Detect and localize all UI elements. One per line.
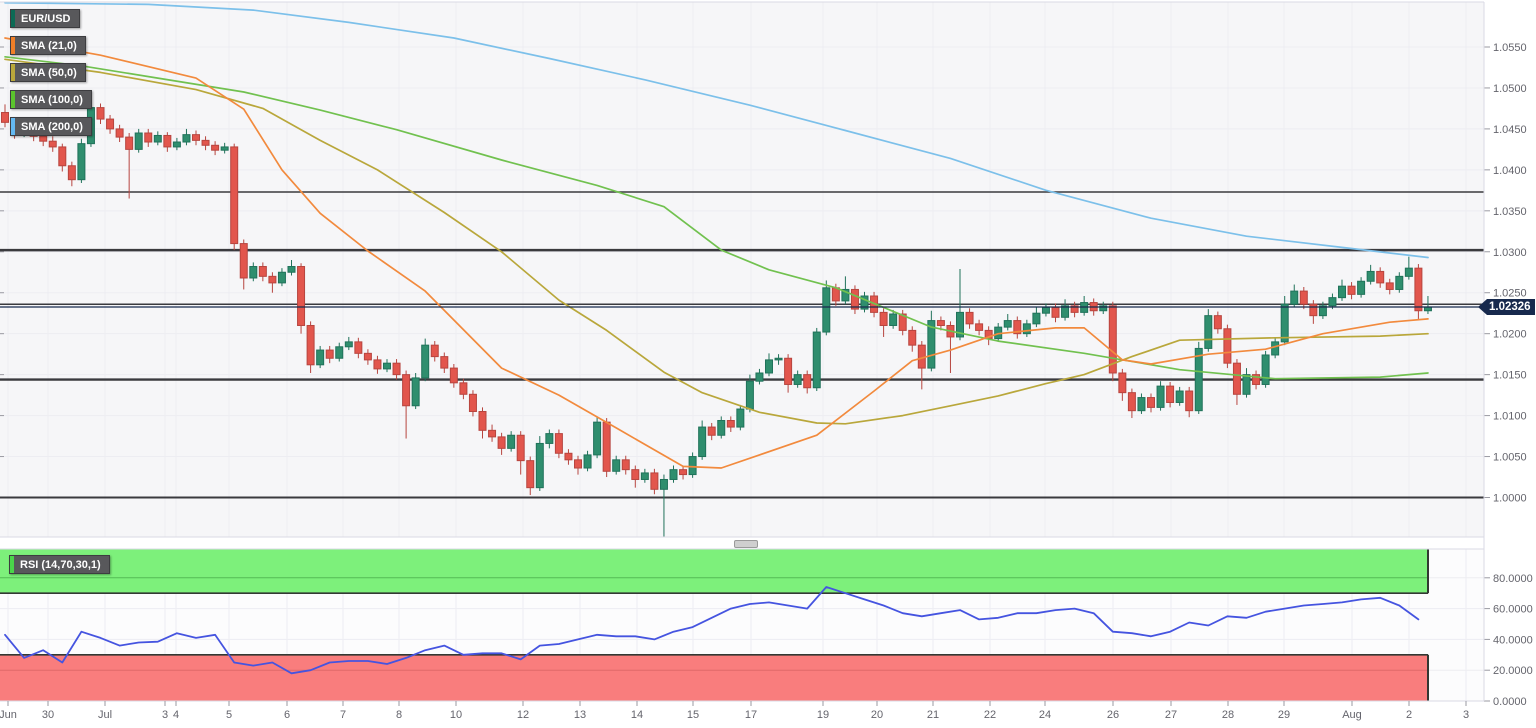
- svg-text:1.0000: 1.0000: [1493, 493, 1527, 505]
- svg-text:8: 8: [396, 709, 402, 721]
- sma-accent-bar: [11, 37, 15, 54]
- svg-text:24: 24: [1039, 709, 1051, 721]
- rsi-legend: RSI (14,70,30,1): [9, 555, 110, 578]
- svg-text:10: 10: [450, 709, 462, 721]
- svg-text:6: 6: [284, 709, 290, 721]
- price-badge-arrow-icon: [1478, 299, 1487, 315]
- svg-text:80.0000: 80.0000: [1493, 573, 1533, 585]
- sma-chip-2[interactable]: SMA (50,0): [10, 63, 86, 82]
- svg-text:15: 15: [687, 709, 699, 721]
- svg-text:4: 4: [173, 709, 179, 721]
- current-price-badge: 1.02326: [1478, 299, 1535, 315]
- svg-text:29: 29: [1278, 709, 1290, 721]
- sma-accent-bar: [11, 64, 15, 81]
- svg-text:1.0500: 1.0500: [1493, 83, 1527, 95]
- sma-chip-label: SMA (21,0): [21, 39, 77, 52]
- svg-text:30: 30: [42, 709, 54, 721]
- sma-chip-1[interactable]: SMA (21,0): [10, 36, 86, 55]
- svg-text:1.0400: 1.0400: [1493, 165, 1527, 177]
- sma-chip-3[interactable]: SMA (100,0): [10, 90, 92, 109]
- symbol-accent-bar: [11, 10, 15, 27]
- svg-text:1.0300: 1.0300: [1493, 247, 1527, 259]
- svg-text:22: 22: [984, 709, 996, 721]
- symbol-label: EUR/USD: [21, 12, 71, 25]
- svg-text:Jun: Jun: [0, 709, 17, 721]
- sma-accent-bar: [11, 91, 15, 108]
- svg-text:21: 21: [927, 709, 939, 721]
- svg-text:Jul: Jul: [98, 709, 112, 721]
- svg-text:14: 14: [631, 709, 643, 721]
- sma-chip-4[interactable]: SMA (200,0): [10, 117, 92, 136]
- svg-text:19: 19: [817, 709, 829, 721]
- svg-text:3: 3: [162, 709, 168, 721]
- svg-text:1.0450: 1.0450: [1493, 124, 1527, 136]
- svg-text:28: 28: [1222, 709, 1234, 721]
- svg-text:Aug: Aug: [1342, 709, 1362, 721]
- svg-text:26: 26: [1107, 709, 1119, 721]
- indicator-legend: EUR/USD SMA (21,0) SMA (50,0) SMA (100,0) S…: [10, 9, 92, 144]
- sma-chip-label: SMA (200,0): [21, 120, 83, 133]
- svg-text:1.0200: 1.0200: [1493, 329, 1527, 341]
- price-badge-value: 1.02326: [1487, 299, 1535, 315]
- sma-chip-label: SMA (100,0): [21, 93, 83, 106]
- svg-text:17: 17: [745, 709, 757, 721]
- rsi-accent-bar: [10, 556, 14, 573]
- svg-text:5: 5: [226, 709, 232, 721]
- svg-text:1.0100: 1.0100: [1493, 411, 1527, 423]
- symbol-chip[interactable]: EUR/USD: [10, 9, 80, 28]
- svg-text:1.0150: 1.0150: [1493, 370, 1527, 382]
- svg-text:1.0550: 1.0550: [1493, 42, 1527, 54]
- svg-text:27: 27: [1165, 709, 1177, 721]
- svg-text:60.0000: 60.0000: [1493, 604, 1533, 616]
- rsi-label: RSI (14,70,30,1): [20, 558, 101, 571]
- pane-divider-handle[interactable]: [734, 540, 758, 548]
- svg-text:1.0050: 1.0050: [1493, 452, 1527, 464]
- svg-text:0.0000: 0.0000: [1493, 696, 1527, 708]
- svg-text:3: 3: [1463, 709, 1469, 721]
- svg-text:1.0250: 1.0250: [1493, 288, 1527, 300]
- sma-accent-bar: [11, 118, 15, 135]
- svg-text:7: 7: [340, 709, 346, 721]
- svg-text:12: 12: [517, 709, 529, 721]
- sma-chip-label: SMA (50,0): [21, 66, 77, 79]
- rsi-chip[interactable]: RSI (14,70,30,1): [9, 555, 110, 574]
- svg-text:13: 13: [574, 709, 586, 721]
- svg-text:20: 20: [871, 709, 883, 721]
- svg-text:2: 2: [1406, 709, 1412, 721]
- svg-text:40.0000: 40.0000: [1493, 634, 1533, 646]
- svg-text:20.0000: 20.0000: [1493, 665, 1533, 677]
- svg-text:1.0350: 1.0350: [1493, 206, 1527, 218]
